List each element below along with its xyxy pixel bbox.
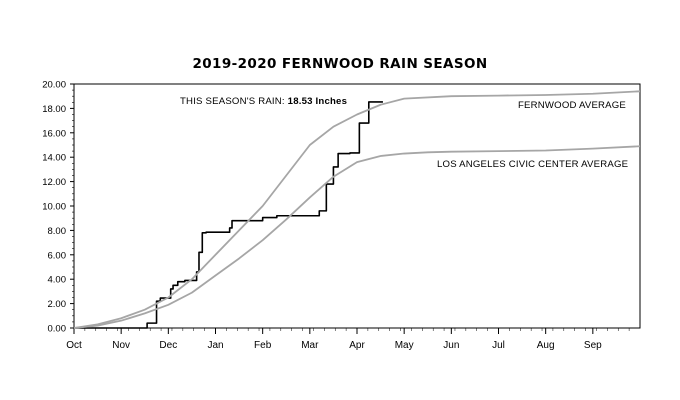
la-average-label: LOS ANGELES CIVIC CENTER AVERAGE (437, 159, 628, 170)
x-tick-label: Apr (349, 340, 365, 351)
y-tick-label: 12.00 (42, 177, 66, 188)
season-rain-label: THIS SEASON'S RAIN: 18.53 Inches (180, 96, 347, 107)
y-tick-label: 4.00 (48, 275, 67, 286)
series-line-la-average (73, 145, 641, 329)
y-tick-label: 6.00 (48, 250, 67, 261)
season-rain-value: 18.53 Inches (288, 96, 347, 107)
plot-frame (73, 83, 641, 329)
y-tick-label: 20.00 (42, 80, 66, 91)
series-line-fernwood-average (73, 90, 641, 329)
y-tick-label: 8.00 (48, 226, 67, 237)
chart-title: 2019-2020 FERNWOOD RAIN SEASON (192, 56, 488, 72)
x-tick-label: Oct (66, 340, 82, 351)
y-tick-label: 10.00 (42, 202, 66, 213)
y-tick-label: 16.00 (42, 128, 66, 139)
y-tick-label: 2.00 (48, 299, 67, 310)
x-tick-label: Sep (584, 340, 602, 351)
x-tick-label: Nov (112, 340, 130, 351)
x-tick-label: Aug (537, 340, 555, 351)
season-rain-label-text: THIS SEASON'S RAIN: (180, 96, 288, 107)
series-line-this-season (74, 101, 383, 329)
y-tick-label: 0.00 (48, 324, 67, 335)
x-tick-label: Jun (443, 340, 459, 351)
y-tick-label: 18.00 (42, 104, 66, 115)
x-tick-label: Mar (301, 340, 319, 351)
x-tick-label: Jul (492, 340, 505, 351)
fernwood-average-label: FERNWOOD AVERAGE (518, 100, 626, 111)
y-tick-label: 14.00 (42, 153, 66, 164)
x-tick-label: Jan (207, 340, 223, 351)
x-tick-label: May (395, 340, 414, 351)
x-tick-label: Feb (254, 340, 272, 351)
x-tick-label: Dec (159, 340, 177, 351)
